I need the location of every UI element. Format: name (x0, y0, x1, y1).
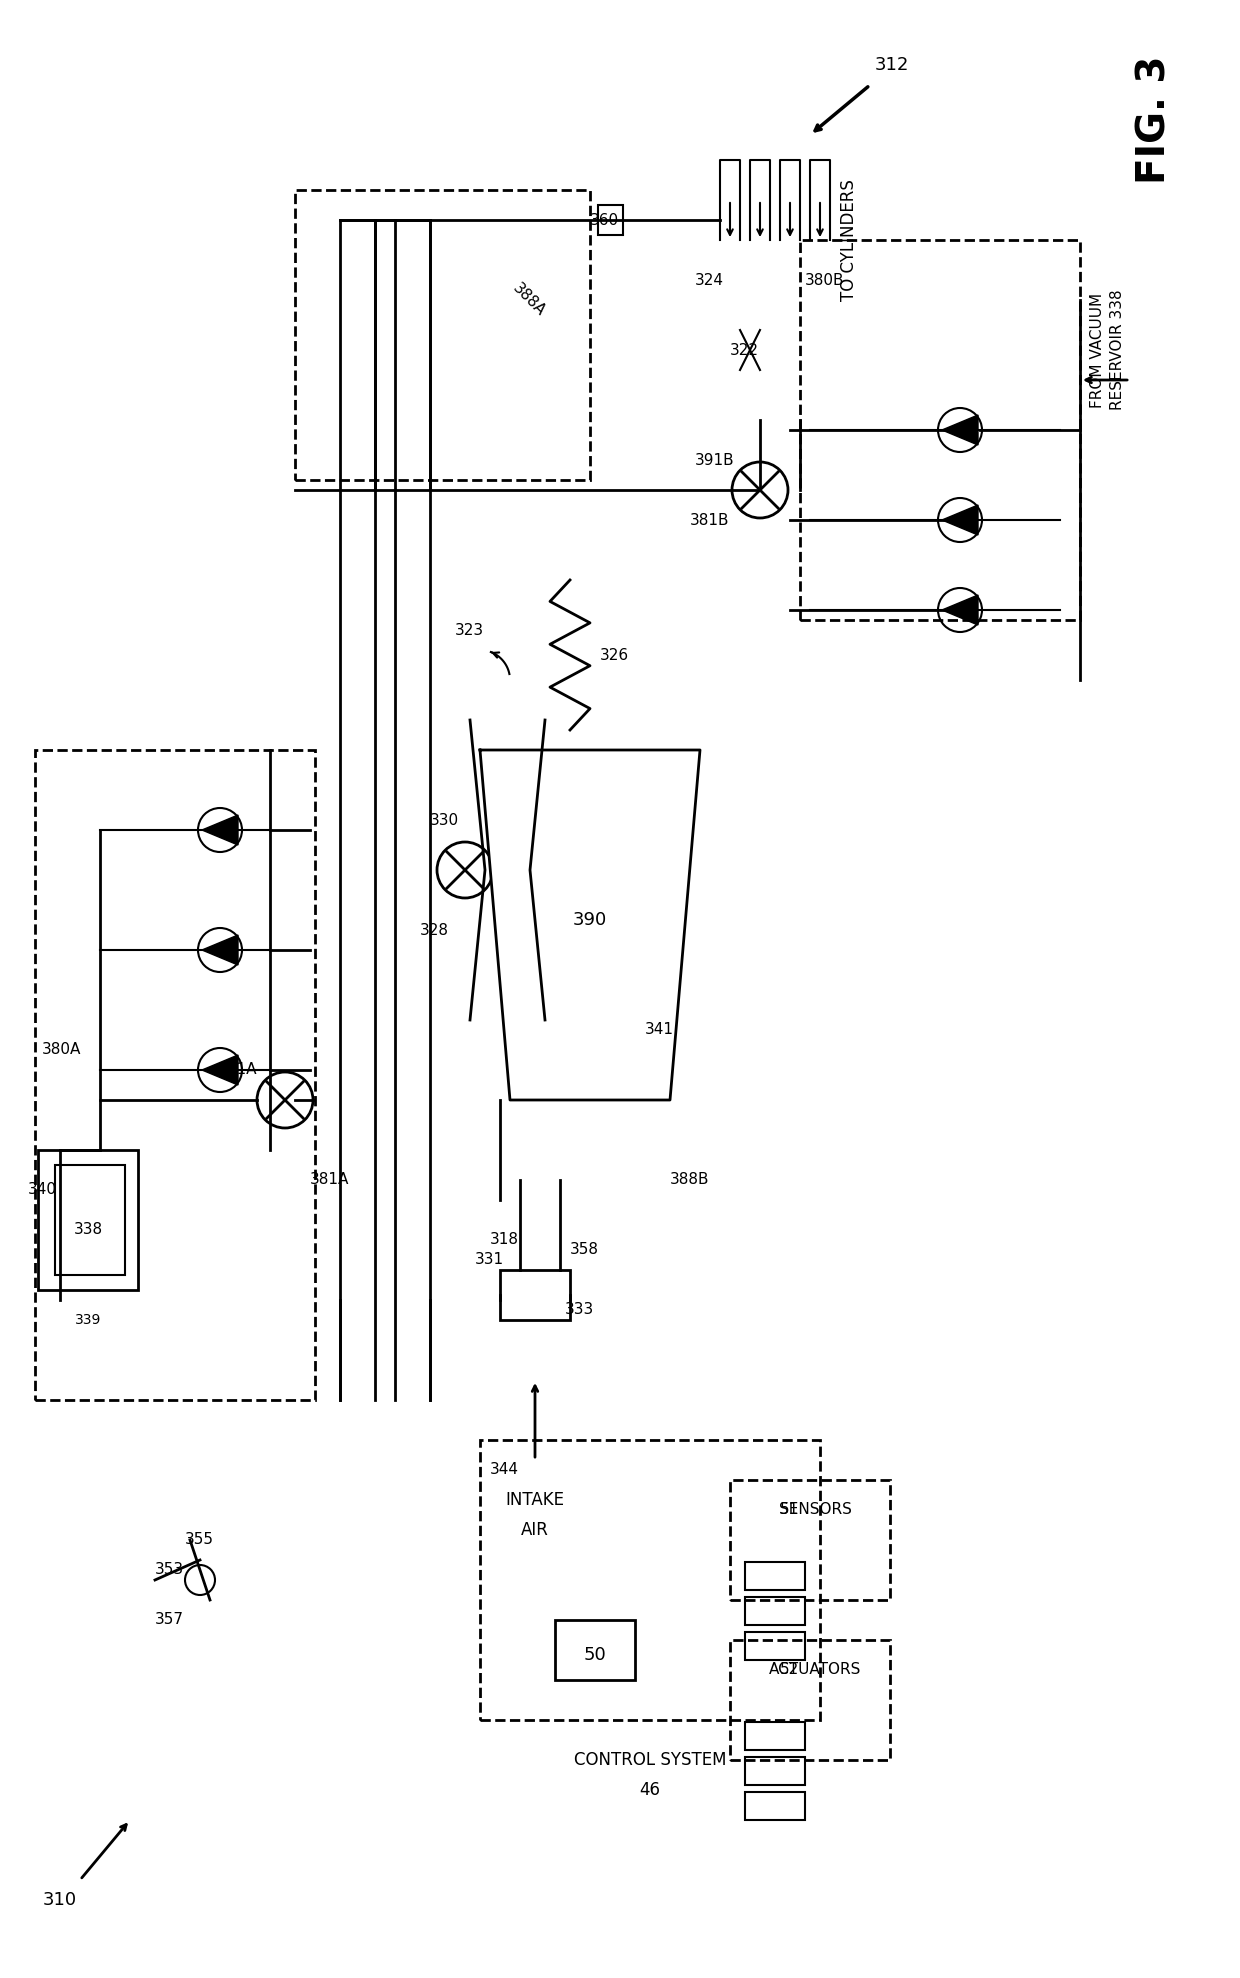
Bar (35, 750, 315, 1400)
Text: 52: 52 (780, 1662, 800, 1677)
Text: FROM VACUUM: FROM VACUUM (1090, 293, 1105, 407)
Text: 341: 341 (645, 1023, 675, 1038)
Bar (745, 1756, 805, 1784)
Text: SENSORS: SENSORS (779, 1503, 852, 1517)
Text: AIR: AIR (521, 1521, 549, 1539)
Text: 339: 339 (74, 1313, 102, 1327)
Text: 50: 50 (584, 1646, 606, 1663)
Text: CONTROL SYSTEM: CONTROL SYSTEM (574, 1751, 727, 1768)
Polygon shape (202, 1054, 238, 1086)
Text: RESERVOIR 338: RESERVOIR 338 (1110, 289, 1125, 409)
Text: 344: 344 (490, 1462, 520, 1478)
Text: 381B: 381B (689, 512, 729, 528)
Polygon shape (202, 936, 238, 965)
Bar (745, 1792, 805, 1820)
Text: 310: 310 (43, 1891, 77, 1909)
Polygon shape (480, 750, 701, 1100)
Text: 324: 324 (694, 273, 724, 287)
Polygon shape (942, 504, 978, 534)
Text: 51: 51 (780, 1503, 800, 1517)
Text: 381A: 381A (310, 1173, 350, 1187)
Bar (800, 239, 1080, 619)
Text: 340: 340 (29, 1183, 57, 1197)
Text: INTAKE: INTAKE (506, 1491, 564, 1509)
Bar (745, 1563, 805, 1590)
Bar (38, 1149, 138, 1290)
Text: 391B: 391B (694, 453, 734, 467)
Bar (295, 190, 590, 481)
Bar (500, 1270, 570, 1319)
Text: FIG. 3: FIG. 3 (1136, 55, 1174, 184)
Text: 357: 357 (155, 1612, 184, 1628)
Text: 388B: 388B (670, 1173, 709, 1187)
Text: 326: 326 (600, 647, 629, 663)
Text: 322: 322 (730, 342, 759, 358)
Text: 312: 312 (875, 55, 909, 73)
Text: 338: 338 (73, 1222, 103, 1238)
Text: 46: 46 (640, 1780, 661, 1800)
Text: 353: 353 (155, 1563, 184, 1578)
Bar (598, 206, 622, 235)
Text: 323: 323 (455, 623, 484, 637)
Text: 360: 360 (590, 212, 619, 227)
Text: 391A: 391A (218, 1062, 258, 1078)
Text: 388A: 388A (510, 281, 548, 318)
Text: 330: 330 (430, 813, 459, 827)
Bar (730, 1480, 890, 1600)
Text: 380B: 380B (805, 273, 844, 287)
Text: 328: 328 (420, 922, 449, 938)
Polygon shape (202, 815, 238, 845)
Bar (745, 1723, 805, 1751)
Bar (730, 1640, 890, 1760)
Text: 380A: 380A (42, 1042, 82, 1058)
Text: 318: 318 (490, 1232, 520, 1248)
Text: 355: 355 (185, 1533, 215, 1547)
Bar (745, 1632, 805, 1660)
Bar (556, 1620, 635, 1679)
Text: 333: 333 (565, 1302, 594, 1317)
Polygon shape (942, 415, 978, 445)
Polygon shape (942, 595, 978, 625)
Text: 331: 331 (475, 1252, 505, 1268)
Bar (55, 1165, 125, 1276)
Text: ACTUATORS: ACTUATORS (769, 1662, 862, 1677)
Text: TO CYLINDERS: TO CYLINDERS (839, 180, 858, 301)
Text: 358: 358 (570, 1242, 599, 1258)
Bar (480, 1440, 820, 1721)
Text: 390: 390 (573, 912, 608, 930)
Bar (745, 1596, 805, 1626)
